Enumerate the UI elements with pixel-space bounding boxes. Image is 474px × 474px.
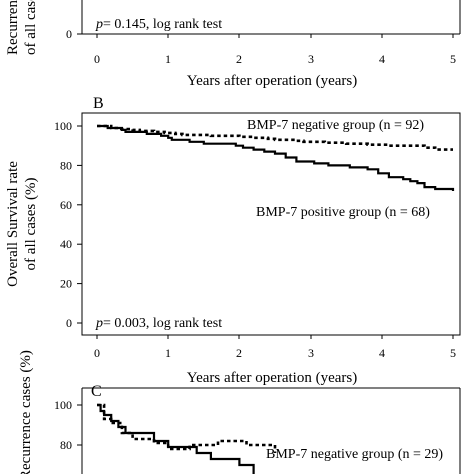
panel-b-xtick-label-5: 5 <box>450 346 456 360</box>
panel-b-legend-negative: BMP-7 negative group (n = 92) <box>247 118 424 133</box>
panel-c-ytick-label-80: 80 <box>60 438 72 452</box>
panel-a-p-annotation: p= 0.145, log rank test <box>95 17 222 32</box>
panel-a-ytick-label-0: 0 <box>66 27 72 41</box>
panel-c-series-negative-line <box>97 403 277 453</box>
panel-b-ytick-label-80: 80 <box>60 158 72 172</box>
panel-b-ytick-label-100: 100 <box>54 119 72 133</box>
panel-a-ylabel-line-1: Recurrence rate <box>5 0 21 55</box>
panel-b-xtick-label-4: 4 <box>379 346 385 360</box>
panel-c-letter: C <box>91 383 102 400</box>
panel-a-xtick-label-3: 3 <box>308 52 314 66</box>
panel-a-xtick-label-5: 5 <box>450 52 456 66</box>
panel-b-xtick-label-2: 2 <box>236 346 242 360</box>
panel-b-series-negative-line <box>97 124 453 151</box>
panel-c-series-positive-line <box>97 403 255 474</box>
panel-b-legend-positive: BMP-7 positive group (n = 68) <box>256 205 430 220</box>
panel-b-letter: B <box>93 95 104 112</box>
panel-a-ylabel-line-2: of all cases (%) <box>23 0 39 55</box>
panel-a-xtick-label-2: 2 <box>236 52 242 66</box>
panel-b-p-annotation: p= 0.003, log rank test <box>95 316 222 331</box>
panel-b-xlabel: Years after operation (years) <box>187 370 358 386</box>
panel-a-xtick-label-1: 1 <box>165 52 171 66</box>
panel-b-p-text: = 0.003, log rank test <box>103 316 222 331</box>
panel-a-xtick-label-4: 4 <box>379 52 385 66</box>
panel-c-legend-negative: BMP-7 negative group (n = 29) <box>266 447 443 462</box>
panel-a-p-symbol: p <box>95 17 103 32</box>
panel-b-series-positive-line <box>97 124 455 191</box>
svg-text:p= 0.145, log rank test: p= 0.145, log rank test <box>95 17 222 32</box>
panel-b-ylabel-line-2: of all cases (%) <box>23 178 39 271</box>
panel-b-ylabel-line-1: Overall Survival rate <box>5 161 21 287</box>
panel-b-ytick-label-40: 40 <box>60 237 72 251</box>
panel-a-xtick-label-0: 0 <box>94 52 100 66</box>
panel-c-ylabel: Recurrence cases (%) <box>18 350 34 474</box>
panel-c-ytick-label-100: 100 <box>54 398 72 412</box>
panel-b-ytick-label-20: 20 <box>60 277 72 291</box>
panel-b-p-symbol: p <box>95 316 103 331</box>
panel-b-ytick-label-60: 60 <box>60 198 72 212</box>
panel-b: B Overall Survival rate of all cases (%)… <box>5 95 461 386</box>
panel-a: 0 Recurrence rate of all cases (%) p= 0.… <box>5 0 461 89</box>
panel-a-p-text: = 0.145, log rank test <box>103 17 222 32</box>
panel-b-xtick-label-3: 3 <box>308 346 314 360</box>
panel-c: C 100 80 Recurrence cases (%) BMP-7 nega… <box>18 350 461 474</box>
panel-b-xtick-label-1: 1 <box>165 346 171 360</box>
panel-a-xlabel: Years after operation (years) <box>187 73 358 89</box>
panel-b-xtick-label-0: 0 <box>94 346 100 360</box>
panel-b-frame <box>81 112 461 336</box>
panel-b-ytick-label-0: 0 <box>66 316 72 330</box>
